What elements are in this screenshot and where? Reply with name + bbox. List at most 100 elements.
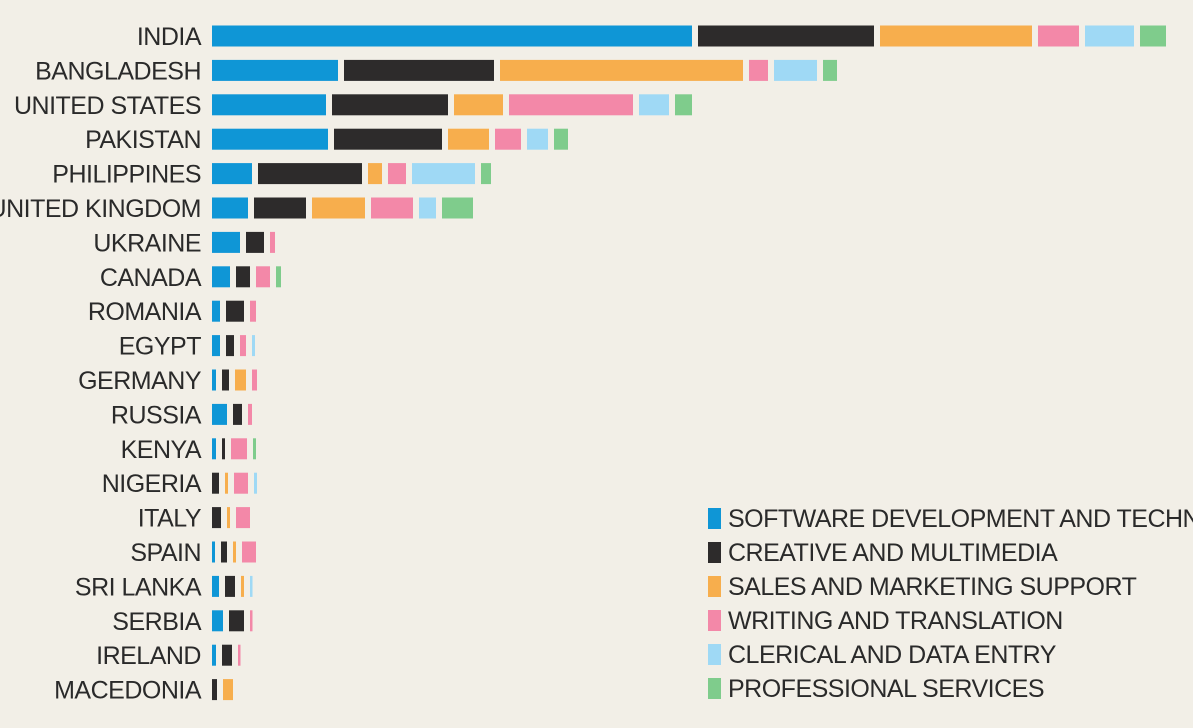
country-label: IRELAND (96, 642, 201, 670)
bar-segment (675, 94, 692, 116)
country-label: UKRAINE (93, 229, 201, 257)
bar-segment (212, 644, 216, 666)
bar-segment (334, 128, 442, 150)
bar-segment (222, 644, 232, 666)
legend-swatch (708, 644, 721, 665)
bar-segment (212, 266, 230, 288)
legend-swatch (708, 610, 721, 631)
bar-segment (252, 335, 255, 357)
bar-segment (500, 59, 743, 81)
bar-segment (223, 679, 233, 701)
bar-segment (554, 128, 568, 150)
legend-swatch (708, 508, 721, 529)
country-label: MACEDONIA (54, 677, 202, 705)
country-label: NIGERIA (102, 470, 202, 498)
bar-segment (509, 94, 633, 116)
bar-segment (639, 94, 669, 116)
legend-swatch (708, 576, 721, 597)
bar-segment (236, 507, 250, 529)
bar-segment (442, 197, 473, 219)
bar-segment (332, 94, 448, 116)
bar-segment (212, 128, 328, 150)
bar-segment (212, 231, 240, 253)
bar-segment (233, 541, 236, 563)
bar-segment (698, 25, 874, 47)
country-label: ROMANIA (88, 298, 202, 326)
bar-segment (774, 59, 817, 81)
bar-segment (448, 128, 489, 150)
bar-segment (254, 197, 306, 219)
bar-segment (312, 197, 365, 219)
country-label: RUSSIA (111, 401, 202, 429)
country-label: INDIA (137, 23, 202, 51)
bar-segment (236, 266, 250, 288)
bar-segment (226, 335, 234, 357)
bar-segment (212, 25, 692, 47)
bar-segment (253, 438, 256, 460)
category-labels: INDIA BANGLADESH UNITED STATES PAKISTAN PHIL… (0, 23, 202, 705)
legend-label: SALES AND MARKETING SUPPORT (728, 573, 1137, 601)
bar-segment (823, 59, 837, 81)
legend-label: WRITING AND TRANSLATION (728, 607, 1063, 635)
bar-segment (1038, 25, 1079, 47)
bar-segment (212, 59, 338, 81)
bar-segment (240, 335, 246, 357)
bar-segment (235, 369, 246, 391)
bar-segment (233, 403, 242, 425)
bar-segment (212, 472, 219, 494)
legend-swatch (708, 678, 721, 699)
country-label: BANGLADESH (35, 57, 201, 85)
country-label: SRI LANKA (75, 573, 202, 601)
bar-segment (241, 575, 244, 597)
bar-segment (880, 25, 1032, 47)
bar-segment (234, 472, 248, 494)
bar-segment (225, 472, 228, 494)
bars-layer (212, 25, 1166, 701)
country-label: PHILIPPINES (52, 161, 201, 189)
bar-segment (212, 403, 227, 425)
bar-segment (212, 541, 215, 563)
country-label: SERBIA (112, 608, 202, 636)
bar-segment (250, 610, 253, 632)
bar-segment (344, 59, 494, 81)
bar-segment (454, 94, 503, 116)
bar-segment (246, 231, 264, 253)
bar-segment (419, 197, 436, 219)
bar-segment (225, 575, 235, 597)
bar-segment (212, 163, 252, 185)
country-label: EGYPT (119, 333, 201, 361)
country-label: KENYA (121, 436, 202, 464)
country-label: CANADA (100, 264, 202, 292)
bar-segment (258, 163, 362, 185)
bar-segment (212, 335, 220, 357)
bar-segment (250, 300, 256, 322)
country-label: SPAIN (130, 539, 201, 567)
country-label: PAKISTAN (85, 126, 201, 154)
bar-segment (252, 369, 257, 391)
bar-segment (221, 541, 227, 563)
bar-segment (388, 163, 406, 185)
bar-segment (227, 507, 230, 529)
bar-segment (495, 128, 521, 150)
bar-segment (222, 369, 229, 391)
legend-swatch (708, 542, 721, 563)
bar-segment (242, 541, 256, 563)
bar-segment (749, 59, 768, 81)
country-label: UNITED STATES (14, 92, 201, 120)
bar-segment (212, 94, 326, 116)
bar-segment (226, 300, 244, 322)
bar-segment (270, 231, 275, 253)
bar-segment (250, 575, 253, 597)
bar-segment (1085, 25, 1134, 47)
country-label: UNITED KINGDOM (0, 195, 201, 223)
bar-segment (371, 197, 413, 219)
bar-segment (222, 438, 225, 460)
bar-segment (256, 266, 270, 288)
bar-segment (229, 610, 244, 632)
bar-segment (368, 163, 382, 185)
bar-segment (212, 438, 216, 460)
country-label: ITALY (138, 505, 202, 533)
bar-segment (254, 472, 257, 494)
legend-label: PROFESSIONAL SERVICES (728, 675, 1044, 703)
